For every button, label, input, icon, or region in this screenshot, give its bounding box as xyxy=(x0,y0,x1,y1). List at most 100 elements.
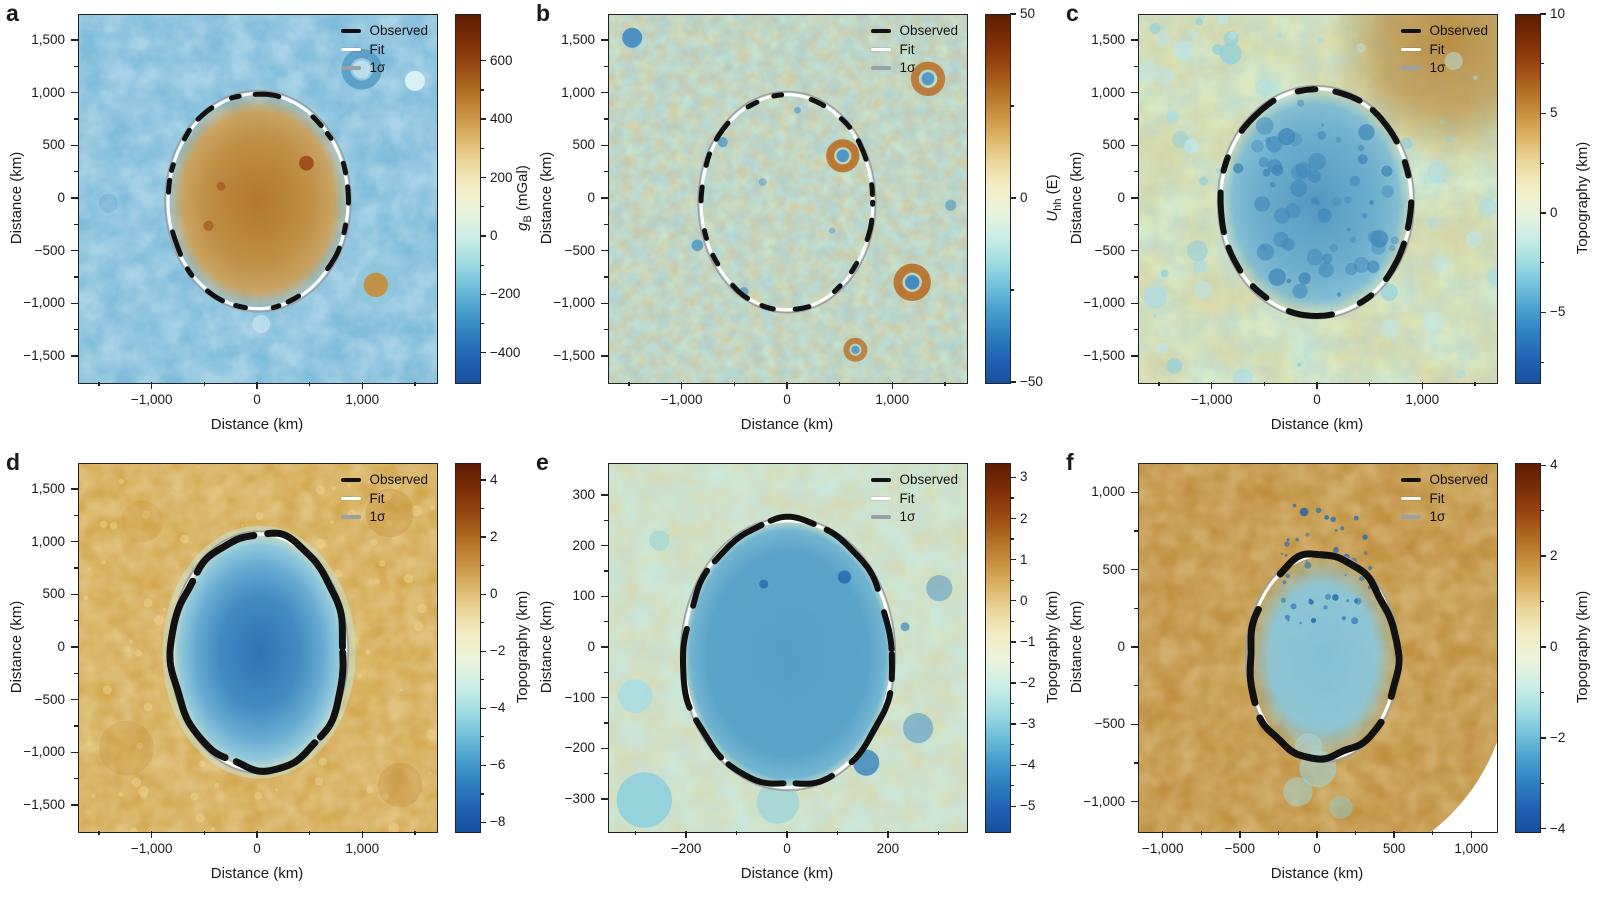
x-tick-mark xyxy=(1393,831,1395,838)
x-minor-tick xyxy=(937,831,939,835)
x-axis-label: Distance (km) xyxy=(1270,865,1364,882)
colorbar-tick-mark xyxy=(480,352,486,354)
legend-row-observed: Observed xyxy=(871,472,958,488)
y-tick-label: −500 xyxy=(1094,716,1125,732)
y-tick-label: 0 xyxy=(1117,639,1125,654)
y-tick-mark xyxy=(71,646,78,648)
map-plot: Observed Fit 1σ xyxy=(78,14,438,384)
colorbar-tick-mark xyxy=(1010,197,1016,199)
colorbar-tick-label: 4 xyxy=(490,472,498,488)
x-tick-label: 500 xyxy=(1382,841,1406,856)
x-tick-mark xyxy=(1211,382,1213,389)
map-plot: Observed Fit 1σ xyxy=(78,463,438,833)
legend-label-fit: Fit xyxy=(369,490,385,506)
colorbar-tick-label: 3 xyxy=(1020,469,1028,485)
panel-letter: f xyxy=(1066,449,1074,475)
legend-row-fit: Fit xyxy=(871,491,958,507)
y-tick-mark xyxy=(601,144,608,146)
y-tick-label: −1,000 xyxy=(23,295,65,311)
y-tick-label: −500 xyxy=(564,242,595,258)
x-tick-mark xyxy=(1239,831,1241,838)
colorbar-tick-mark xyxy=(1010,381,1016,383)
legend-row-sigma: 1σ xyxy=(871,60,958,76)
colorbar xyxy=(455,14,481,384)
x-tick-label: 0 xyxy=(1313,392,1321,407)
colorbar-minor-tick xyxy=(1540,63,1544,65)
x-tick-label: −500 xyxy=(1224,841,1256,856)
colorbar-tick-label: −2 xyxy=(1550,729,1566,745)
colorbar-tick-label: −2 xyxy=(490,643,506,659)
colorbar-tick-label: 0 xyxy=(1550,639,1558,654)
y-tick-mark xyxy=(601,197,608,199)
y-tick-label: 500 xyxy=(42,137,65,153)
x-minor-tick xyxy=(414,831,416,835)
x-tick-label: 1,000 xyxy=(345,841,380,856)
x-tick-label: −1,000 xyxy=(130,841,173,856)
x-axis-label: Distance (km) xyxy=(740,416,834,433)
legend-row-fit: Fit xyxy=(341,42,428,58)
y-tick-mark xyxy=(71,91,78,94)
x-tick-mark xyxy=(361,382,363,389)
y-tick-label: 1,000 xyxy=(561,84,595,100)
legend-label-observed: Observed xyxy=(899,23,958,38)
heatmap xyxy=(1139,15,1497,383)
legend-row-fit: Fit xyxy=(1401,42,1488,58)
colorbar-minor-tick xyxy=(480,736,484,738)
y-minor-tick xyxy=(1134,530,1138,532)
y-minor-tick xyxy=(1134,171,1138,173)
legend-swatch-observed xyxy=(1401,29,1422,33)
colorbar-minor-tick xyxy=(1010,702,1014,705)
legend-label-sigma: 1σ xyxy=(369,60,386,76)
x-tick-mark xyxy=(1316,831,1318,838)
y-tick-mark xyxy=(71,699,78,701)
legend-swatch-observed xyxy=(341,478,362,482)
legend-row-fit: Fit xyxy=(341,491,428,507)
legend-label-sigma: 1σ xyxy=(369,509,386,525)
y-tick-mark xyxy=(601,494,608,496)
x-tick-mark xyxy=(361,831,363,838)
legend-label-fit: Fit xyxy=(899,41,915,57)
x-minor-tick xyxy=(1200,831,1202,835)
legend: Observed Fit 1σ xyxy=(1401,472,1488,525)
legend: Observed Fit 1σ xyxy=(1401,23,1488,76)
legend-swatch-observed xyxy=(341,29,362,33)
x-tick-mark xyxy=(256,382,258,389)
colorbar-minor-tick xyxy=(1010,105,1014,107)
colorbar-ticks: 4 2 0 −2 −4 −6 −8 xyxy=(480,463,536,831)
x-tick-mark xyxy=(1316,382,1318,389)
y-axis-ticks: 1,000 500 0 −500 −1,000 xyxy=(1060,463,1138,831)
x-tick-label: 1,000 xyxy=(1405,392,1440,407)
colorbar-minor-tick xyxy=(1010,289,1014,291)
heatmap xyxy=(609,15,967,383)
legend-swatch-sigma xyxy=(871,66,892,70)
x-axis-ticks: −1,000 0 1,000 xyxy=(608,382,966,414)
legend-swatch-fit xyxy=(341,47,362,52)
y-minor-tick xyxy=(604,329,608,331)
x-tick-mark xyxy=(1470,831,1472,838)
colorbar-tick-label: −5 xyxy=(1020,798,1036,814)
colorbar-tick-label: 200 xyxy=(490,169,513,185)
x-minor-tick xyxy=(733,382,735,386)
panel-letter: e xyxy=(536,449,549,475)
y-minor-tick xyxy=(604,621,608,623)
y-minor-tick xyxy=(604,65,608,67)
legend-row-observed: Observed xyxy=(1401,23,1488,39)
y-tick-mark xyxy=(601,302,608,305)
legend-label-sigma: 1σ xyxy=(899,509,916,525)
x-tick-label: −1,000 xyxy=(1141,841,1184,856)
legend-swatch-sigma xyxy=(871,515,892,519)
y-tick-label: 500 xyxy=(1102,137,1125,153)
colorbar-minor-tick xyxy=(1010,538,1014,540)
colorbar-tick-mark xyxy=(1010,558,1016,561)
x-tick-label: −1,000 xyxy=(1190,392,1233,407)
colorbar-minor-tick xyxy=(1540,262,1544,264)
x-axis-label: Distance (km) xyxy=(1270,416,1364,433)
colorbar-tick-label: 600 xyxy=(490,52,513,68)
y-tick-label: −1,500 xyxy=(553,348,595,364)
colorbar-minor-tick xyxy=(1010,785,1014,787)
colorbar-ticks: 4 2 0 −2 −4 xyxy=(1540,458,1596,835)
y-minor-tick xyxy=(604,118,608,120)
y-tick-label: −1,000 xyxy=(23,744,65,760)
colorbar-minor-tick xyxy=(1010,497,1014,499)
legend-label-sigma: 1σ xyxy=(899,60,916,76)
